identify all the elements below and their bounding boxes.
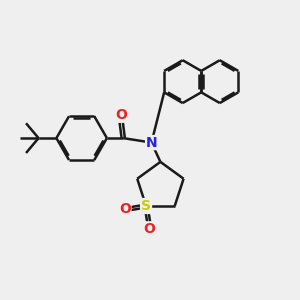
Text: N: N [146, 136, 157, 150]
Text: O: O [143, 222, 155, 236]
Text: O: O [115, 108, 127, 122]
Text: O: O [119, 202, 131, 216]
Text: S: S [141, 199, 151, 213]
